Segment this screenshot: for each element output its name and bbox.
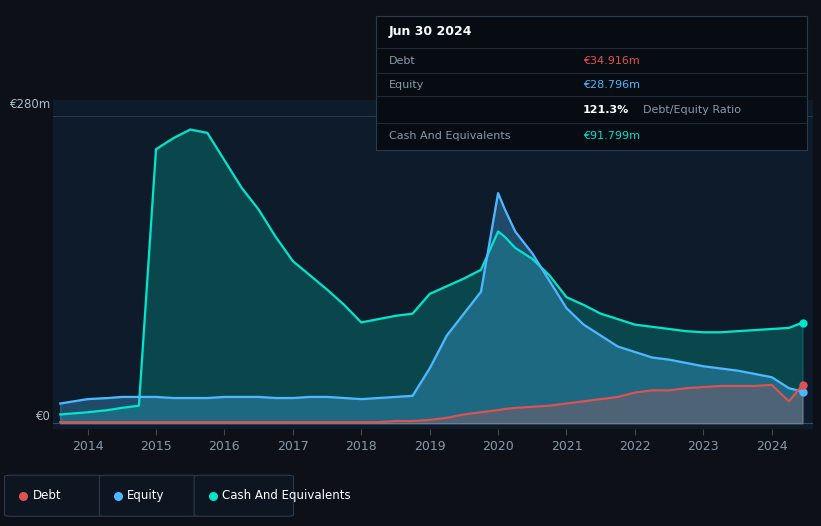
Text: Debt: Debt — [33, 489, 61, 502]
Text: €34.916m: €34.916m — [583, 56, 640, 66]
Text: €0: €0 — [36, 410, 51, 423]
Text: Cash And Equivalents: Cash And Equivalents — [389, 132, 511, 141]
Text: Equity: Equity — [127, 489, 165, 502]
Text: €28.796m: €28.796m — [583, 80, 640, 90]
Text: Cash And Equivalents: Cash And Equivalents — [222, 489, 351, 502]
Text: Jun 30 2024: Jun 30 2024 — [389, 25, 472, 38]
Text: Debt/Equity Ratio: Debt/Equity Ratio — [644, 105, 741, 115]
Text: Debt: Debt — [389, 56, 415, 66]
Text: €280m: €280m — [10, 98, 51, 111]
Text: €91.799m: €91.799m — [583, 132, 640, 141]
Text: 121.3%: 121.3% — [583, 105, 629, 115]
FancyBboxPatch shape — [99, 475, 199, 517]
Text: Equity: Equity — [389, 80, 424, 90]
FancyBboxPatch shape — [5, 475, 104, 517]
FancyBboxPatch shape — [195, 475, 294, 517]
